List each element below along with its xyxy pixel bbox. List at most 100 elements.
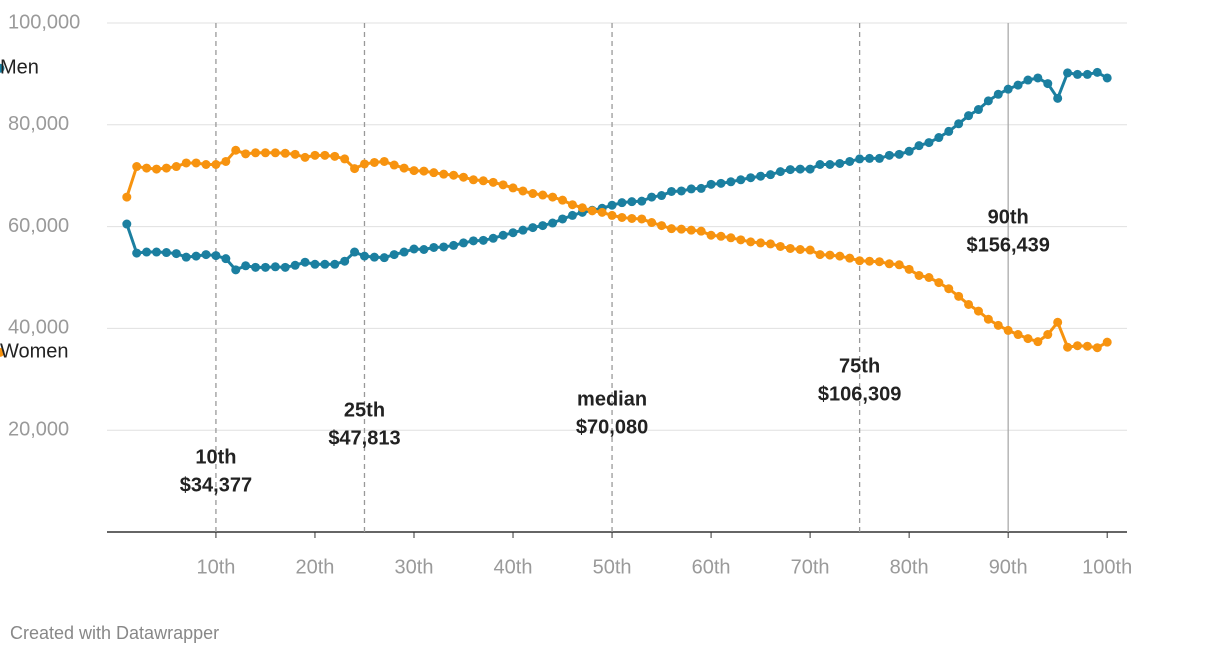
point (993, 89, 1003, 99)
point (627, 197, 637, 207)
point (538, 190, 548, 200)
point (914, 270, 924, 280)
point (1053, 317, 1063, 327)
y-tick-label: 80,000 (8, 113, 69, 135)
point (785, 165, 795, 175)
point (934, 278, 944, 288)
point (369, 157, 379, 167)
point (726, 177, 736, 187)
point (736, 235, 746, 245)
point (973, 105, 983, 115)
point (637, 196, 647, 206)
annotation-amount: $156,439 (966, 234, 1049, 256)
point (389, 250, 399, 260)
point (617, 198, 627, 208)
point (201, 160, 211, 170)
point (1043, 330, 1053, 340)
point (300, 152, 310, 162)
point (1102, 73, 1112, 83)
point (132, 162, 142, 172)
point (765, 170, 775, 180)
point (439, 242, 449, 252)
point (518, 186, 528, 196)
point (1072, 69, 1082, 79)
point (657, 191, 667, 201)
point (1003, 84, 1013, 94)
point (359, 251, 369, 261)
point (736, 175, 746, 185)
point (429, 168, 439, 178)
x-tick-label: 60th (692, 556, 731, 578)
point (716, 178, 726, 188)
point (419, 245, 429, 255)
point (389, 160, 399, 170)
point (251, 262, 261, 272)
point (825, 160, 835, 170)
point (280, 148, 290, 158)
point (548, 192, 558, 202)
point (241, 261, 251, 271)
point (1023, 75, 1033, 85)
point (340, 256, 350, 266)
point (607, 200, 617, 210)
point (181, 158, 191, 168)
point (785, 243, 795, 253)
point (746, 173, 756, 183)
point (686, 225, 696, 235)
point (805, 245, 815, 255)
point (1072, 341, 1082, 351)
point (825, 250, 835, 260)
point (449, 240, 459, 250)
point (528, 223, 538, 233)
point (320, 150, 330, 160)
point (845, 156, 855, 166)
point (815, 160, 825, 170)
point (696, 183, 706, 193)
point (231, 145, 241, 155)
point (567, 210, 577, 220)
point (439, 169, 449, 179)
point (498, 230, 508, 240)
point (241, 149, 251, 159)
point (468, 175, 478, 185)
point (270, 148, 280, 158)
point (1013, 80, 1023, 90)
point (706, 179, 716, 189)
point (1092, 343, 1102, 353)
point (1033, 73, 1043, 83)
point (142, 247, 152, 257)
point (894, 149, 904, 159)
point (1013, 330, 1023, 340)
point (399, 163, 409, 173)
x-tick-label: 50th (593, 556, 632, 578)
point (964, 299, 974, 309)
point (142, 163, 152, 173)
point (1003, 325, 1013, 335)
x-tick-label: 90th (989, 556, 1028, 578)
point (260, 262, 270, 272)
annotation-label: 75th (839, 355, 880, 377)
point (1023, 334, 1033, 344)
series-line (125, 148, 1108, 350)
point (577, 203, 587, 213)
point (1092, 67, 1102, 77)
series-label: Women (0, 341, 69, 363)
y-tick-label: 20,000 (8, 418, 69, 440)
point (805, 164, 815, 174)
point (884, 150, 894, 160)
point (617, 212, 627, 222)
point (518, 225, 528, 235)
point (350, 164, 360, 174)
point (290, 260, 300, 270)
point (657, 221, 667, 231)
point (1082, 341, 1092, 351)
point (0, 63, 5, 73)
point (171, 249, 181, 259)
y-tick-label: 100,000 (8, 11, 80, 33)
point (637, 214, 647, 224)
x-tick-label: 100th (1082, 556, 1132, 578)
point (260, 148, 270, 158)
point (270, 262, 280, 272)
point (459, 172, 469, 182)
